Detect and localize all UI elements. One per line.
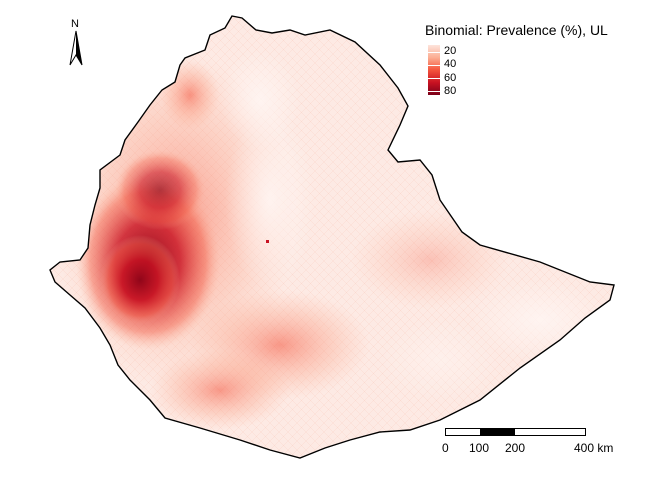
- scale-bar: [445, 428, 586, 436]
- north-arrow-label: N: [71, 18, 79, 30]
- legend-tick-mark: [428, 78, 440, 79]
- scale-segment-dark: [480, 429, 515, 435]
- legend-tick-mark: [428, 65, 440, 66]
- legend-tick-mark: [428, 52, 440, 53]
- hotspot-northwest: [115, 150, 205, 230]
- legend-label-60: 60: [444, 72, 457, 84]
- legend-color-bar: [428, 45, 440, 95]
- hotspot-north: [160, 60, 220, 130]
- low-area-center: [225, 110, 315, 290]
- legend-label-40: 40: [444, 58, 457, 70]
- low-area-southeast: [380, 320, 500, 400]
- legend-tick-mark: [428, 91, 440, 92]
- hotspot-point: [266, 240, 269, 243]
- low-area-north: [220, 50, 300, 150]
- legend-label-80: 80: [444, 85, 457, 97]
- north-arrow-icon: [69, 30, 83, 66]
- moderate-area-southwest: [150, 350, 290, 430]
- legend-label-20: 20: [444, 45, 457, 57]
- hotspot-west-core: [100, 235, 180, 325]
- scale-label-100: 100: [469, 441, 490, 455]
- legend-title: Binomial: Prevalence (%), UL: [425, 22, 608, 38]
- scale-label-400km: 400 km: [574, 441, 614, 455]
- scale-label-0: 0: [442, 441, 449, 455]
- scale-label-200: 200: [505, 441, 526, 455]
